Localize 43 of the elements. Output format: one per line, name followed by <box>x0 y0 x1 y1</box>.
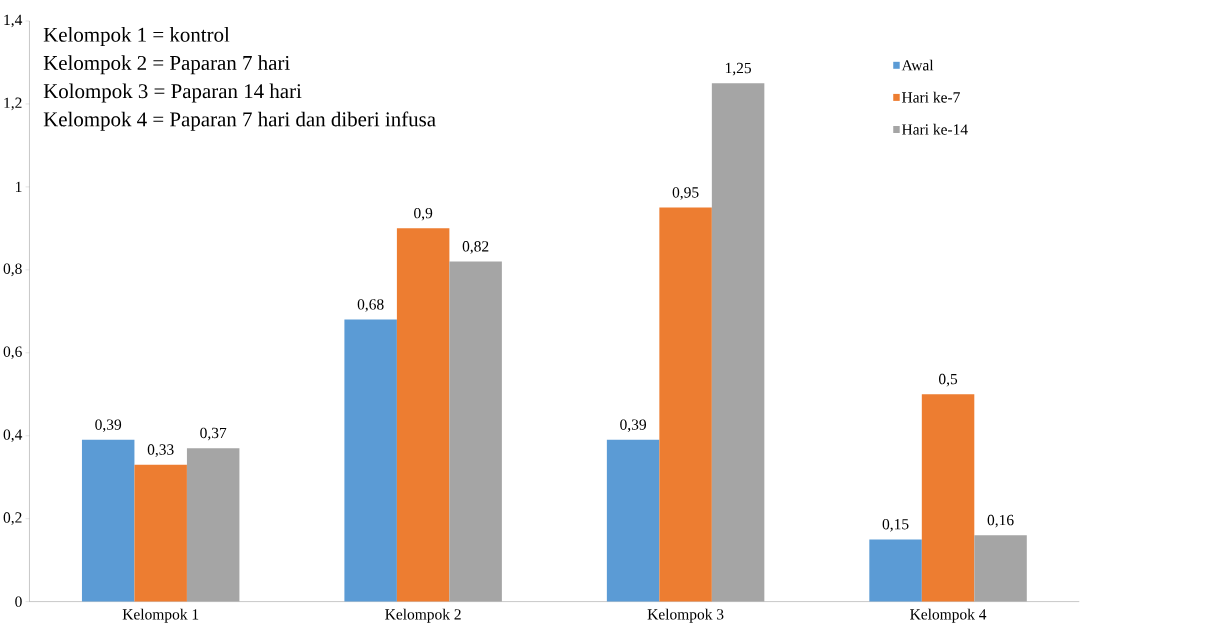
y-tick-label: 0,4 <box>3 429 23 443</box>
data-label: 0,33 <box>147 444 174 457</box>
data-label: 0,39 <box>620 419 647 433</box>
data-label: 0,37 <box>200 427 227 441</box>
annotation: Kelompok 4 = Paparan 7 hari dan diberi infusa <box>43 111 436 131</box>
annotation: Kelompok 2 = Paparan 7 hari <box>43 55 290 75</box>
legend-label: Hari ke-14 <box>901 123 968 135</box>
bar <box>606 439 660 602</box>
data-label: 0,15 <box>882 518 909 532</box>
data-label: 1,25 <box>725 62 752 76</box>
data-label: 0,95 <box>672 187 699 200</box>
data-label: 0,5 <box>938 373 958 387</box>
data-label: 0,9 <box>414 207 433 221</box>
bar <box>344 319 397 602</box>
bar <box>134 464 187 602</box>
bar <box>659 207 712 602</box>
y-tick-label: 0,6 <box>3 346 22 360</box>
bar <box>186 448 240 602</box>
bar <box>449 261 502 602</box>
y-tick-label: 0,8 <box>3 263 22 277</box>
y-tick-label: 0,2 <box>3 512 22 525</box>
data-label: 0,68 <box>357 299 384 312</box>
y-tick-label: 1,2 <box>4 97 22 111</box>
x-tick-label: Kelompok 4 <box>910 608 987 623</box>
y-tick-label: 1 <box>15 181 22 192</box>
x-tick-label: Kelompok 1 <box>122 608 199 623</box>
bar <box>921 394 975 602</box>
legend-label: Hari ke-7 <box>901 91 960 103</box>
data-label: 0,82 <box>462 241 489 254</box>
x-tick-label: Kelompok 3 <box>647 608 724 623</box>
bar <box>396 228 450 602</box>
bar <box>711 83 765 602</box>
x-tick-label: Kelompok 2 <box>385 608 461 623</box>
data-label: 0,16 <box>987 514 1014 528</box>
legend-label: Awal <box>901 59 934 71</box>
annotation: Kelompok 1 = kontrol <box>43 27 230 47</box>
data-label: 0,39 <box>95 419 122 433</box>
y-tick-label: 1,4 <box>4 14 23 28</box>
y-tick-label: 0 <box>15 596 22 607</box>
bar <box>81 439 135 602</box>
bar <box>869 539 922 602</box>
bar <box>974 535 1027 602</box>
annotation: Kolompok 3 = Paparan 14 hari <box>43 83 302 103</box>
